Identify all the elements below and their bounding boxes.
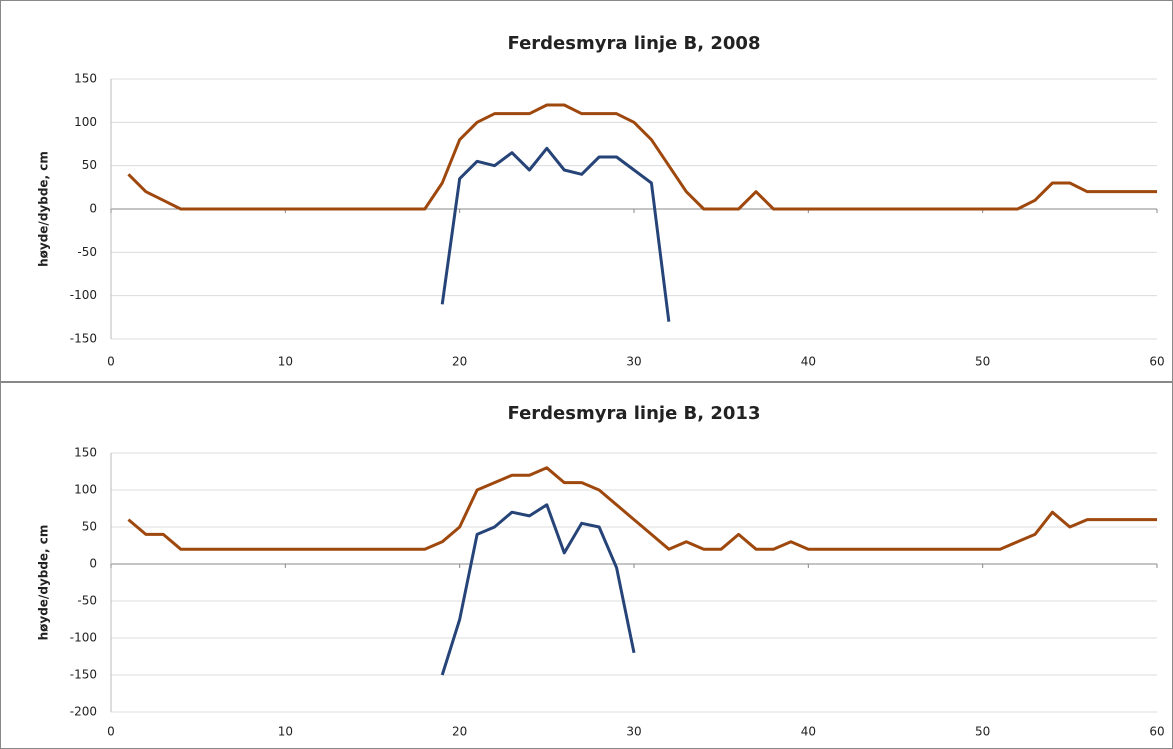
x-tick-label: 20: [452, 725, 467, 739]
y-axis-label: høyde/dybde, cm: [37, 151, 51, 267]
data-line: [127, 103, 1157, 211]
data-line: [127, 466, 1157, 551]
y-tick-label: 0: [89, 202, 97, 216]
y-tick-label: -100: [70, 631, 97, 645]
x-tick-label: 50: [975, 355, 990, 369]
y-tick-label: -150: [70, 668, 97, 682]
x-tick-label: 40: [801, 355, 816, 369]
data-line: [440, 146, 671, 322]
x-tick-label: 40: [801, 725, 816, 739]
y-tick-label: -200: [70, 705, 97, 719]
y-tick-label: 50: [82, 520, 97, 534]
x-tick-label: 60: [1149, 725, 1164, 739]
x-tick-label: 0: [107, 355, 115, 369]
y-tick-label: 50: [82, 158, 97, 172]
x-tick-label: 50: [975, 725, 990, 739]
y-tick-label: 0: [89, 557, 97, 571]
x-tick-label: 30: [626, 725, 641, 739]
x-tick-label: 30: [626, 355, 641, 369]
chart-frame: [0, 382, 1173, 749]
y-tick-label: -100: [70, 288, 97, 302]
x-tick-label: 60: [1149, 355, 1164, 369]
chart-frame: [0, 0, 1173, 382]
chart-title: Ferdesmyra linje B, 2013: [508, 403, 761, 424]
y-tick-label: -150: [70, 332, 97, 346]
data-line: [440, 503, 636, 676]
y-tick-label: 100: [74, 115, 97, 129]
y-axis-label: høyde/dybde, cm: [37, 525, 51, 641]
y-tick-label: -50: [77, 594, 97, 608]
y-tick-label: 150: [74, 72, 97, 86]
x-tick-label: 10: [278, 355, 293, 369]
y-tick-label: -50: [77, 245, 97, 259]
chart-title: Ferdesmyra linje B, 2008: [508, 33, 761, 54]
y-tick-label: 150: [74, 446, 97, 460]
x-tick-label: 10: [278, 725, 293, 739]
x-tick-label: 0: [107, 725, 115, 739]
y-tick-label: 100: [74, 483, 97, 497]
x-tick-label: 20: [452, 355, 467, 369]
